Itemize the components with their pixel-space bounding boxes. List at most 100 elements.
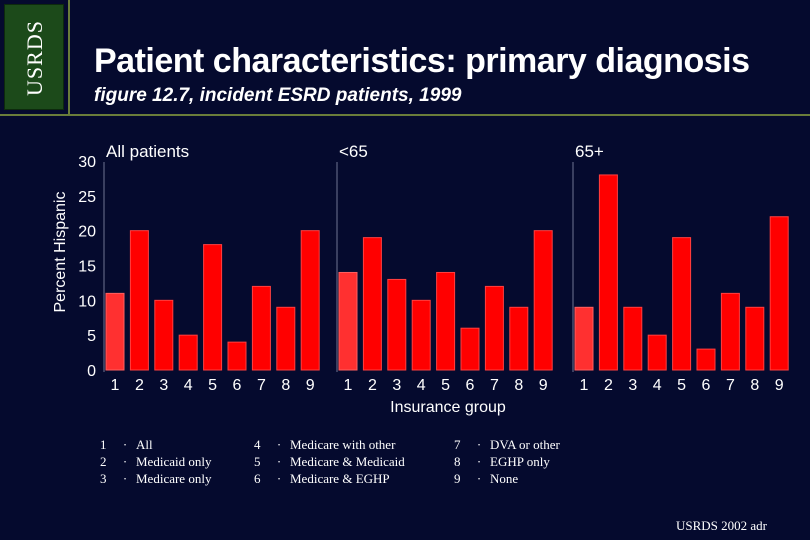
y-tick-label: 5 <box>87 328 96 345</box>
legend-item: 6 · Medicare & EGHP <box>254 470 405 487</box>
x-tick-label: 7 <box>490 377 499 394</box>
page-title: Patient characteristics: primary diagnos… <box>94 42 750 80</box>
legend-label: Medicare & Medicaid <box>290 454 405 469</box>
x-tick-label: 6 <box>702 377 711 394</box>
y-axis-label: Percent Hispanic <box>52 192 69 313</box>
legend-item: 2 · Medicaid only <box>100 453 211 470</box>
x-tick-label: 8 <box>750 377 759 394</box>
legend-label: DVA or other <box>490 437 560 452</box>
x-axis-label: Insurance group <box>390 399 506 416</box>
x-tick-label: 1 <box>111 377 120 394</box>
bar <box>338 271 358 371</box>
page-subtitle: figure 12.7, incident ESRD patients, 199… <box>94 85 462 106</box>
y-tick-label: 30 <box>78 154 96 171</box>
bar <box>769 216 789 371</box>
x-tick-label: 2 <box>368 377 377 394</box>
x-tick-label: 2 <box>135 377 144 394</box>
x-tick-label: 2 <box>604 377 613 394</box>
bullet-icon: · <box>476 437 482 452</box>
bar <box>276 306 296 371</box>
bar <box>745 306 765 371</box>
bar <box>178 334 198 371</box>
footer-credit: USRDS 2002 adr <box>676 518 768 533</box>
legend-num: 7 <box>454 437 461 452</box>
legend-num: 3 <box>100 471 107 486</box>
legend-column-1: 1 · All 2 · Medicaid only 3 · Medicare o… <box>100 436 211 487</box>
bar <box>533 230 553 371</box>
bar <box>105 292 125 371</box>
bar <box>623 306 643 371</box>
x-tick-label: 5 <box>677 377 686 394</box>
legend-label: None <box>490 471 519 486</box>
x-tick-label: 9 <box>306 377 315 394</box>
legend-num: 8 <box>454 454 461 469</box>
x-tick-label: 3 <box>159 377 168 394</box>
bar <box>129 230 149 371</box>
bullet-icon: · <box>276 471 282 486</box>
x-tick-label: 6 <box>233 377 242 394</box>
x-tick-label: 9 <box>775 377 784 394</box>
legend-column-2: 4 · Medicare with other 5 · Medicare & M… <box>254 436 405 487</box>
legend-item: 8 · EGHP only <box>454 453 560 470</box>
legend-item: 5 · Medicare & Medicaid <box>254 453 405 470</box>
x-tick-label: 4 <box>417 377 426 394</box>
x-tick-label: 7 <box>257 377 266 394</box>
x-tick-label: 8 <box>514 377 523 394</box>
legend-item: 9 · None <box>454 470 560 487</box>
panel-title: 65+ <box>575 142 604 161</box>
legend-num: 2 <box>100 454 107 469</box>
y-tick-label: 15 <box>78 259 96 276</box>
bar <box>696 348 716 371</box>
header-divider <box>70 114 810 116</box>
legend-label: EGHP only <box>490 454 550 469</box>
legend-item: 1 · All <box>100 436 211 453</box>
bar <box>362 237 382 371</box>
bar <box>411 299 431 371</box>
x-tick-label: 3 <box>392 377 401 394</box>
x-tick-label: 5 <box>208 377 217 394</box>
bullet-icon: · <box>476 454 482 469</box>
legend-label: Medicare & EGHP <box>290 471 390 486</box>
legend-item: 3 · Medicare only <box>100 470 211 487</box>
legend-label: All <box>136 437 153 452</box>
x-tick-label: 9 <box>539 377 548 394</box>
bar <box>672 237 692 371</box>
legend-label: Medicare with other <box>290 437 396 452</box>
bullet-icon: · <box>276 454 282 469</box>
panel-title: All patients <box>106 142 189 161</box>
y-tick-label: 20 <box>78 224 96 241</box>
legend-num: 1 <box>100 437 107 452</box>
bar <box>436 271 456 371</box>
bar <box>720 292 740 371</box>
bar <box>227 341 247 371</box>
bar <box>574 306 594 371</box>
bar <box>387 278 407 371</box>
y-tick-label: 25 <box>78 189 96 206</box>
legend-column-3: 7 · DVA or other 8 · EGHP only 9 · None <box>454 436 560 487</box>
logo: USRDS <box>4 4 64 110</box>
x-tick-label: 4 <box>653 377 662 394</box>
y-tick-label: 10 <box>78 293 96 310</box>
x-tick-label: 8 <box>281 377 290 394</box>
x-tick-label: 3 <box>628 377 637 394</box>
x-tick-label: 4 <box>184 377 193 394</box>
bar <box>154 299 174 371</box>
bar <box>484 285 504 371</box>
y-tick-label: 0 <box>87 363 96 380</box>
x-tick-label: 1 <box>580 377 589 394</box>
x-tick-label: 5 <box>441 377 450 394</box>
x-tick-label: 1 <box>344 377 353 394</box>
legend-num: 9 <box>454 471 461 486</box>
x-tick-label: 6 <box>466 377 475 394</box>
logo-frame: USRDS <box>0 0 70 116</box>
legend-num: 6 <box>254 471 261 486</box>
bar <box>251 285 271 371</box>
legend-item: 7 · DVA or other <box>454 436 560 453</box>
bar <box>598 174 618 371</box>
bullet-icon: · <box>122 471 128 486</box>
bullet-icon: · <box>122 437 128 452</box>
bullet-icon: · <box>476 471 482 486</box>
bullet-icon: · <box>276 437 282 452</box>
legend-num: 4 <box>254 437 261 452</box>
bar <box>203 244 223 371</box>
